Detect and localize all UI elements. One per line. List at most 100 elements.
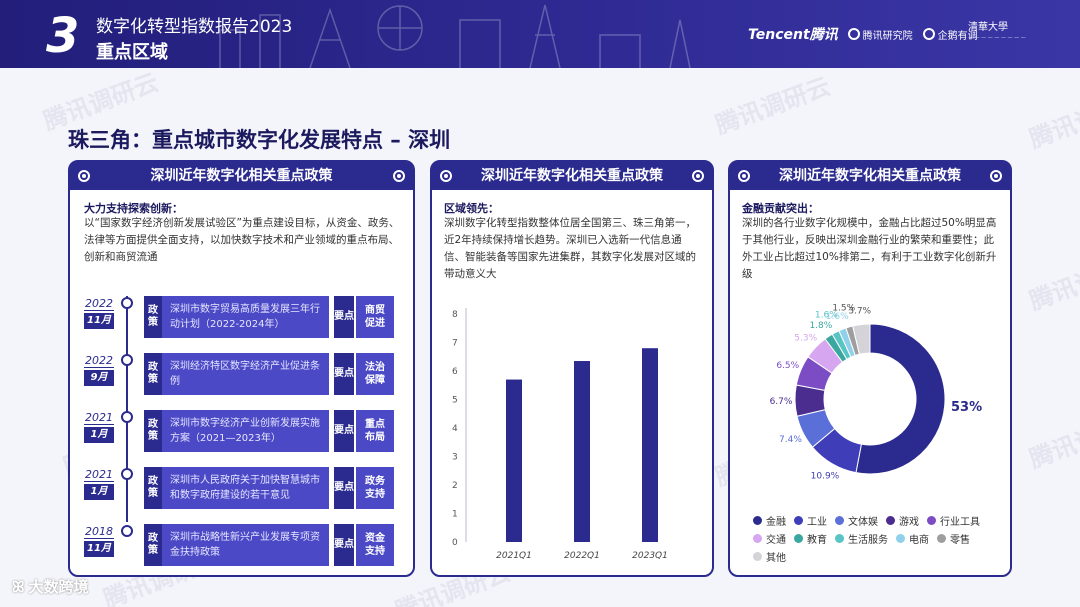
key-point-tag: 要点 bbox=[334, 467, 354, 509]
key-point-tag: 要点 bbox=[334, 296, 354, 338]
legend-item: 交通 bbox=[753, 531, 786, 546]
footer-brand: ꕤ 大数跨境 bbox=[12, 577, 89, 597]
policy-name: 深圳市数字经济产业创新发展实施方案（2021—2023年） bbox=[162, 410, 329, 452]
bullet-icon bbox=[738, 170, 750, 182]
legend-item: 金融 bbox=[753, 513, 786, 528]
slice-label: 1.6% bbox=[815, 311, 838, 321]
panel-header: 深圳近年数字化相关重点政策 bbox=[70, 162, 413, 190]
legend-label: 行业工具 bbox=[940, 517, 980, 528]
timeline-item: 2021 1月 政策 深圳市数字经济产业创新发展实施方案（2021—2023年） 要点重… bbox=[84, 410, 396, 452]
slice-金融 bbox=[855, 323, 946, 475]
slice-label: 3.7% bbox=[848, 307, 871, 317]
timeline-month: 1月 bbox=[84, 427, 114, 443]
timeline-year: 2021 bbox=[84, 468, 114, 482]
watermark: 腾讯调研云 bbox=[1025, 406, 1080, 474]
legend-swatch bbox=[753, 552, 762, 561]
city-silhouette-icon bbox=[219, 4, 691, 68]
finance-panel: 深圳近年数字化相关重点政策 金融贡献突出： 深圳的各行业数字化规模中，金融占比超… bbox=[728, 160, 1012, 577]
y-tick-label: 5 bbox=[452, 396, 458, 406]
section-number: 3 bbox=[46, 8, 80, 64]
legend-swatch bbox=[835, 516, 844, 525]
partner-logos: Tencent腾讯 腾讯研究院 企鹅有调 bbox=[748, 24, 978, 44]
y-tick-label: 4 bbox=[452, 424, 458, 434]
slice-其他 bbox=[852, 323, 871, 355]
key-point-keyword: 政务支持 bbox=[356, 467, 394, 509]
slice-label: 6.7% bbox=[770, 397, 793, 407]
policy-name: 深圳市人民政府关于加快智慧城市和数字政府建设的若干意见 bbox=[162, 467, 329, 509]
legend-item: 工业 bbox=[794, 513, 827, 528]
panel-subtitle: 区域领先： bbox=[444, 202, 499, 215]
index-bar-chart: 0 1 2 3 4 5 6 7 8 2021Q1 2022Q1 2023Q1 bbox=[452, 308, 668, 561]
legend-swatch bbox=[753, 516, 762, 525]
legend-item: 游戏 bbox=[886, 513, 919, 528]
slice-label: 1.8% bbox=[809, 321, 832, 331]
bar-2021Q1 bbox=[506, 379, 522, 542]
timeline-item: 2022 9月 政策 深圳经济特区数字经济产业促进条例 要点 法治保障 bbox=[84, 353, 396, 395]
legend-swatch bbox=[753, 534, 762, 543]
legend-label: 零售 bbox=[950, 535, 970, 546]
timeline-month: 9月 bbox=[84, 370, 114, 386]
legend-item: 零售 bbox=[937, 531, 970, 546]
policy-name: 深圳经济特区数字经济产业促进条例 bbox=[162, 353, 329, 395]
legend-item: 电商 bbox=[896, 531, 929, 546]
y-tick-label: 7 bbox=[452, 339, 458, 349]
slice-label: 1.6% bbox=[826, 312, 849, 322]
bar-2023Q1 bbox=[642, 348, 658, 542]
timeline-year: 2021 bbox=[84, 411, 114, 425]
brand-logo-icon: ꕤ bbox=[12, 577, 25, 596]
x-tick-label: 2021Q1 bbox=[496, 551, 532, 561]
legend-item: 行业工具 bbox=[927, 513, 980, 528]
policy-tag: 政策 bbox=[144, 296, 162, 338]
policy-tag: 政策 bbox=[144, 410, 162, 452]
bullet-icon bbox=[990, 170, 1002, 182]
policy-name: 深圳市战略性新兴产业发展专项资金扶持政策 bbox=[162, 524, 329, 566]
region-panel: 深圳近年数字化相关重点政策 区域领先： 深圳数字化转型指数整体位居全国第三、珠三… bbox=[430, 160, 714, 577]
timeline-node-icon bbox=[121, 297, 133, 309]
key-point-tag: 要点 bbox=[334, 524, 354, 566]
key-point-tag: 要点 bbox=[334, 410, 354, 452]
bar-2022Q1 bbox=[574, 361, 590, 542]
legend-swatch bbox=[896, 534, 905, 543]
legend-label: 文体娱 bbox=[848, 517, 878, 528]
slice-label: 53% bbox=[951, 400, 982, 415]
timeline-node-icon bbox=[121, 354, 133, 366]
key-point-keyword: 重点布局 bbox=[356, 410, 394, 452]
legend-swatch bbox=[794, 534, 803, 543]
legend-label: 电商 bbox=[909, 535, 929, 546]
x-tick-label: 2023Q1 bbox=[632, 551, 668, 561]
timeline-month: 1月 bbox=[84, 484, 114, 500]
timeline-axis bbox=[126, 296, 128, 522]
slice-label: 7.4% bbox=[779, 435, 802, 445]
legend-label: 交通 bbox=[766, 535, 786, 546]
panel-description: 深圳数字化转型指数整体位居全国第三、珠三角第一，近2年持续保持增长趋势。深圳已入… bbox=[444, 217, 696, 280]
policy-name: 深圳市数字贸易高质量发展三年行动计划（2022-2024年） bbox=[162, 296, 329, 338]
legend-swatch bbox=[927, 516, 936, 525]
key-point-tag: 要点 bbox=[334, 353, 354, 395]
donut-legend: 金融 工业 文体娱 游戏 行业工具交通 教育 生活服务 电商 零售其他 bbox=[753, 513, 1003, 564]
bullet-icon bbox=[78, 170, 90, 182]
legend-item: 其他 bbox=[753, 549, 786, 564]
panel-description: 深圳的各行业数字化规模中，金融占比超过50%明显高于其他行业，反映出深圳金融行业… bbox=[742, 217, 997, 280]
page-title: 珠三角：重点城市数字化发展特点 – 深圳 bbox=[68, 128, 451, 152]
y-tick-label: 2 bbox=[452, 481, 458, 491]
timeline-item: 2021 1月 政策 深圳市人民政府关于加快智慧城市和数字政府建设的若干意见 要点 政务支… bbox=[84, 467, 396, 509]
y-tick-label: 8 bbox=[452, 310, 458, 320]
y-tick-label: 6 bbox=[452, 367, 458, 377]
legend-swatch bbox=[937, 534, 946, 543]
section-title: 重点区域 bbox=[96, 42, 168, 63]
timeline-item: 2018 11月 政策 深圳市战略性新兴产业发展专项资金扶持政策 要点 资金支持 bbox=[84, 524, 396, 566]
policy-tag: 政策 bbox=[144, 467, 162, 509]
legend-label: 教育 bbox=[807, 535, 827, 546]
legend-label: 生活服务 bbox=[848, 535, 888, 546]
policy-tag: 政策 bbox=[144, 524, 162, 566]
panel-description: 以“国家数字经济创新发展试验区”为重点建设目标，从资金、政务、法律等方面提供全面… bbox=[84, 217, 400, 263]
slice-label: 1.5% bbox=[832, 304, 855, 314]
x-tick-label: 2022Q1 bbox=[564, 551, 600, 561]
industry-donut-chart: 53% 10.9% 7.4% 6.7% 6.5% 5.3% 1.8%1.6%1.6%1.5%… bbox=[770, 304, 983, 482]
slice-label: 10.9% bbox=[811, 472, 840, 482]
watermark: 腾讯调研云 bbox=[1025, 86, 1080, 154]
bullet-icon bbox=[692, 170, 704, 182]
key-point-keyword: 资金支持 bbox=[356, 524, 394, 566]
y-tick-label: 0 bbox=[452, 538, 458, 548]
policy-tag: 政策 bbox=[144, 353, 162, 395]
